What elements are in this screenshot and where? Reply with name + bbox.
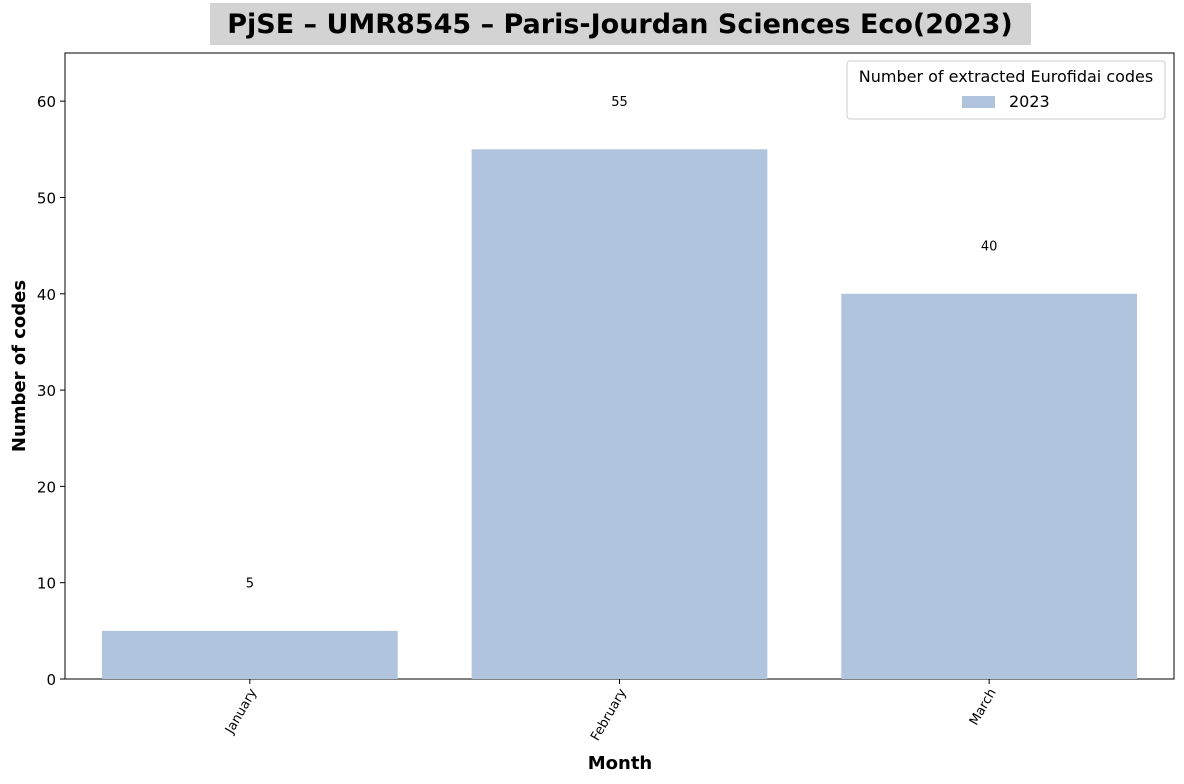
- bar-value-label: 5: [246, 577, 254, 592]
- y-tick-label: 10: [37, 575, 56, 593]
- bar-february: [471, 149, 768, 680]
- x-tick-label-march: March: [967, 686, 1000, 728]
- bar-january: [101, 630, 398, 679]
- y-tick-label: 0: [46, 671, 56, 689]
- y-axis-title: Number of codes: [9, 280, 30, 452]
- x-tick-label-february: February: [588, 686, 630, 744]
- legend-swatch: [962, 96, 995, 108]
- legend-title: Number of extracted Eurofidai codes: [859, 67, 1153, 86]
- x-axis: January February March: [222, 679, 1000, 744]
- x-tick-label-january: January: [222, 686, 260, 737]
- legend-label: 2023: [1009, 92, 1050, 111]
- y-tick-label: 50: [37, 189, 56, 207]
- x-axis-title: Month: [588, 753, 653, 774]
- bars-layer: [101, 149, 1138, 680]
- bar-march: [841, 293, 1138, 679]
- y-tick-label: 40: [37, 286, 56, 304]
- y-tick-label: 60: [37, 93, 56, 111]
- bar-value-label: 55: [611, 95, 628, 110]
- bar-value-label: 40: [981, 240, 998, 255]
- chart-title-background: [210, 3, 1031, 45]
- chart-title: PjSE – UMR8545 – Paris-Jourdan Sciences …: [227, 9, 1013, 40]
- legend-box: [846, 60, 1166, 120]
- y-tick-label: 30: [37, 382, 56, 400]
- y-axis: 0 10 20 30 40 50 60: [37, 93, 65, 689]
- y-tick-label: 20: [37, 478, 56, 496]
- legend: Number of extracted Eurofidai codes 2023: [846, 60, 1166, 120]
